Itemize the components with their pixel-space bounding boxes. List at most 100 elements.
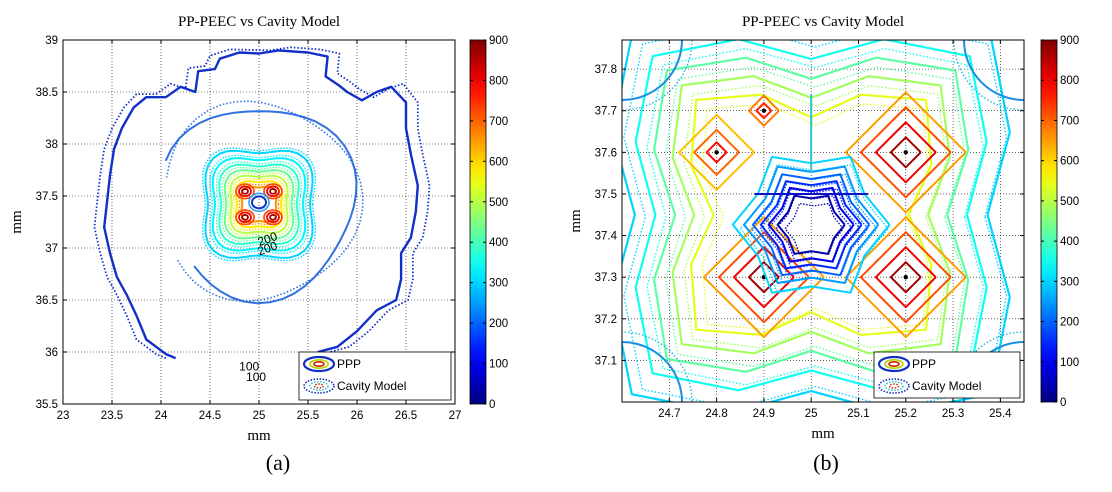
y-tick-label: 37 bbox=[45, 243, 58, 255]
chart-b: PP-PEEC vs Cavity Model 24.7 24.8 24.9 25 25.… bbox=[568, 14, 1079, 475]
contour-cavity-200 bbox=[165, 100, 364, 303]
y-tick-label: 39 bbox=[45, 35, 58, 47]
legend: PPP Cavity Model bbox=[298, 351, 452, 401]
legend-cavity-swatch bbox=[303, 378, 335, 394]
peak-marker bbox=[903, 274, 908, 280]
y-tick-label: 37.8 bbox=[595, 64, 617, 76]
contour-peak bbox=[235, 183, 255, 200]
plot-area bbox=[622, 40, 1024, 402]
y-tick-label: 36 bbox=[45, 347, 58, 359]
contour-peak bbox=[266, 211, 280, 224]
contour-peak bbox=[269, 214, 277, 221]
contour-label: 100 bbox=[246, 370, 266, 384]
contour-peak bbox=[874, 246, 937, 309]
colorbar bbox=[1040, 39, 1058, 403]
x-tick-label: 26 bbox=[351, 410, 364, 422]
contour-peak bbox=[238, 211, 252, 224]
contour-ppp-level bbox=[218, 163, 300, 245]
contour-peak bbox=[235, 209, 255, 226]
legend: PPP Cavity Model bbox=[873, 351, 1021, 399]
contour-peak bbox=[241, 188, 249, 195]
legend-cavity-swatch bbox=[888, 383, 900, 389]
colorbar-tick-label: 600 bbox=[489, 156, 508, 168]
contour-cavity-level bbox=[221, 166, 297, 243]
contour-ppp-200 bbox=[164, 110, 358, 305]
colorbar-tick-label: 400 bbox=[489, 237, 508, 249]
panel-label: (b) bbox=[813, 450, 839, 475]
y-tick-label: 36.5 bbox=[36, 295, 58, 307]
x-tick-label: 26.5 bbox=[395, 410, 417, 422]
legend-ppp-swatch bbox=[313, 360, 325, 367]
colorbar-tick-label: 900 bbox=[489, 35, 508, 47]
x-tick-label: 25 bbox=[805, 408, 818, 420]
y-axis-label: mm bbox=[568, 209, 584, 233]
x-tick-label: 24.7 bbox=[658, 408, 680, 420]
x-tick-label: 23 bbox=[57, 410, 70, 422]
colorbar-tick-label: 300 bbox=[1060, 276, 1079, 288]
contour-peak bbox=[269, 188, 277, 195]
y-tick-label: 37.7 bbox=[595, 106, 617, 118]
contour-cavity-level bbox=[209, 154, 309, 255]
contour-peak bbox=[732, 246, 795, 309]
contour-center-low bbox=[743, 165, 880, 284]
contour-center-low-cavity bbox=[759, 181, 869, 276]
contour-center-low bbox=[251, 195, 267, 210]
contour-cavity-level bbox=[232, 177, 286, 231]
contour-peak bbox=[844, 216, 967, 339]
y-tick-label: 38.5 bbox=[36, 87, 58, 99]
y-tick-label: 37.1 bbox=[595, 355, 617, 367]
contour-cavity-level bbox=[664, 66, 966, 368]
contour-peak bbox=[859, 231, 952, 324]
panel-label: (a) bbox=[266, 450, 290, 475]
x-axis-label: mm bbox=[811, 426, 835, 442]
y-tick-label: 37.3 bbox=[595, 272, 617, 284]
x-tick-label: 27 bbox=[449, 410, 462, 422]
contour-peak bbox=[859, 106, 952, 199]
legend-ppp-swatch bbox=[877, 355, 911, 373]
colorbar bbox=[469, 39, 487, 405]
contour-cavity-level bbox=[215, 161, 303, 248]
legend-ppp-swatch bbox=[888, 360, 900, 367]
peak-marker bbox=[903, 150, 908, 155]
contour-peak bbox=[844, 91, 967, 214]
colorbar-tick-label: 100 bbox=[489, 359, 508, 371]
x-tick-label: 24 bbox=[155, 410, 168, 422]
colorbar-tick-label: 200 bbox=[489, 318, 508, 330]
contour-ppp-100 bbox=[102, 49, 419, 360]
contour-ppp-level bbox=[690, 93, 933, 336]
contour-peak bbox=[266, 185, 280, 198]
chart-title: PP-PEEC vs Cavity Model bbox=[178, 14, 340, 30]
colorbar-tick-label: 500 bbox=[489, 197, 508, 209]
colorbar-tick-label: 900 bbox=[1060, 35, 1079, 47]
legend-cavity-swatch bbox=[313, 383, 325, 389]
x-tick-label: 25 bbox=[253, 410, 266, 422]
contour-peak bbox=[241, 214, 249, 221]
legend-cavity-swatch bbox=[309, 381, 329, 391]
colorbar-tick-label: 800 bbox=[1060, 75, 1079, 87]
contour-peak bbox=[263, 183, 283, 200]
contour-ppp-level bbox=[211, 157, 307, 252]
contour-center-low bbox=[776, 194, 846, 255]
contour-cavity-level bbox=[201, 147, 317, 262]
contour-cavity-level bbox=[646, 47, 984, 386]
x-tick-label: 24.9 bbox=[753, 408, 775, 420]
contour-center-low-cavity bbox=[767, 188, 861, 270]
y-tick-label: 37.4 bbox=[595, 231, 618, 243]
colorbar-tick-label: 400 bbox=[1060, 236, 1079, 248]
legend-ppp-swatch bbox=[309, 358, 329, 369]
legend-label-cavity: Cavity Model bbox=[912, 379, 981, 393]
chart-title: PP-PEEC vs Cavity Model bbox=[742, 14, 904, 30]
contour-center-low-cavity bbox=[775, 195, 853, 263]
grid bbox=[622, 40, 1024, 402]
contour-center-low bbox=[731, 155, 891, 294]
colorbar-tick-label: 300 bbox=[489, 278, 508, 290]
contour-center-low-cavity bbox=[750, 173, 878, 284]
x-tick-label: 25.5 bbox=[297, 410, 319, 422]
contour-cavity-level bbox=[226, 172, 292, 237]
legend-ppp-swatch bbox=[302, 355, 336, 373]
colorbar-tick-label: 800 bbox=[489, 75, 508, 87]
legend-cavity-swatch bbox=[884, 381, 904, 391]
y-tick-label: 37.5 bbox=[595, 189, 617, 201]
contour-center-low-cavity bbox=[784, 202, 844, 255]
